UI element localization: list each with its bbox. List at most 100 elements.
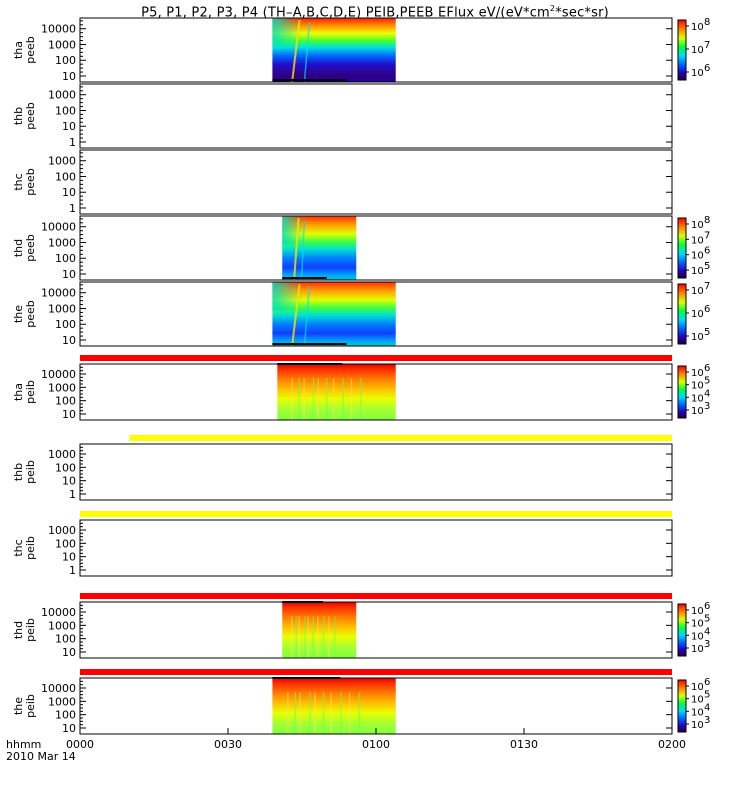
colorbar-label: 10 — [691, 720, 704, 731]
chart-title: P5, P1, P2, P3, P4 (TH–A,B,C,D,E) PEIB,P… — [0, 0, 750, 22]
colorbar-exponent: 6 — [704, 246, 710, 257]
panel-frame — [79, 519, 673, 577]
spectrogram — [272, 282, 396, 347]
spectrogram-bottom-edge — [272, 343, 347, 345]
colorbar-label: 10 — [691, 393, 704, 404]
spectrogram — [282, 216, 357, 281]
spectrogram — [272, 18, 396, 83]
colorbar-label: 10 — [691, 695, 704, 706]
spectrogram-fill — [272, 678, 396, 734]
streak — [312, 616, 315, 658]
streak — [291, 283, 301, 347]
ytick-label: 100 — [55, 252, 76, 265]
flag-bar — [80, 511, 672, 517]
colorbar-exponent: 7 — [704, 230, 710, 241]
ylabel-probe: the — [12, 697, 25, 715]
streak — [317, 616, 319, 658]
ytick-label: 1000 — [48, 236, 76, 249]
ytick-label: 10 — [62, 646, 76, 659]
ytick-label: 100 — [55, 318, 76, 331]
streak — [342, 378, 344, 420]
colorbar-label: 10 — [691, 220, 704, 231]
flag-bar — [80, 355, 672, 361]
streak — [303, 21, 311, 83]
ytick-label: 1 — [69, 488, 76, 501]
streak — [314, 692, 316, 734]
colorbar-label: 10 — [691, 266, 704, 277]
colorbar-exponent: 6 — [704, 677, 710, 688]
ytick-label: 10 — [62, 334, 76, 347]
ylabel-probe: tha — [12, 41, 25, 59]
streak — [340, 692, 342, 734]
ytick-label: 10 — [62, 475, 76, 488]
colorbar-exponent: 5 — [704, 614, 710, 625]
streak — [291, 616, 293, 658]
colorbar — [677, 365, 687, 419]
colorbar-exponent: 6 — [704, 304, 710, 315]
ylabel-instrument: peib — [24, 460, 37, 484]
ytick-label: 100 — [55, 633, 76, 646]
spectrogram — [272, 677, 396, 734]
xtick-label: 0130 — [510, 738, 538, 751]
streak — [312, 378, 315, 420]
panel-frame — [79, 601, 673, 659]
ytick-label: 100 — [55, 104, 76, 117]
ylabel-probe: thb — [12, 463, 25, 481]
ytick-label: 1000 — [48, 89, 76, 102]
ytick-label: 10000 — [41, 368, 76, 381]
streak — [322, 692, 325, 734]
ytick-label: 1000 — [48, 695, 76, 708]
streak — [304, 616, 306, 658]
ylabel-instrument: peib — [24, 694, 37, 718]
ytick-label: 1000 — [48, 448, 76, 461]
streak — [360, 378, 362, 420]
colorbar-label: 10 — [691, 606, 704, 617]
ytick-label: 1000 — [48, 302, 76, 315]
spectrogram-bottom-edge — [282, 277, 327, 279]
streak — [309, 692, 311, 734]
spectrogram — [282, 601, 357, 658]
colorbar-label: 10 — [691, 381, 704, 392]
ytick-label: 10 — [62, 186, 76, 199]
colorbar-exponent: 5 — [704, 261, 710, 272]
ytick-label: 1000 — [48, 381, 76, 394]
ylabel-probe: tha — [12, 383, 25, 401]
ytick-label: 1000 — [48, 524, 76, 537]
ytick-label: 10000 — [41, 23, 76, 36]
colorbar-label: 10 — [691, 631, 704, 642]
spectrogram-bottom-edge — [272, 79, 347, 81]
colorbar-exponent: 5 — [704, 327, 710, 338]
ylabel-probe: thb — [12, 107, 25, 125]
ytick-label: 1 — [69, 564, 76, 577]
colorbar-label: 10 — [691, 309, 704, 320]
ylabel-instrument: peeb — [24, 300, 37, 328]
ylabel-instrument: peeb — [24, 234, 37, 262]
streak — [332, 378, 335, 420]
ylabel-instrument: peeb — [24, 102, 37, 130]
ytick-label: 1 — [69, 136, 76, 149]
colorbar-label: 10 — [691, 332, 704, 343]
streak — [307, 616, 309, 658]
spectrogram-left-edge — [282, 216, 305, 245]
streak — [293, 217, 300, 281]
colorbar-label: 10 — [691, 22, 704, 33]
streak — [358, 692, 361, 734]
xtick-label: 0030 — [214, 738, 242, 751]
ytick-label: 10 — [62, 268, 76, 281]
ytick-label: 100 — [55, 170, 76, 183]
ytick-label: 100 — [55, 395, 76, 408]
streak — [334, 616, 336, 658]
streak — [325, 378, 328, 420]
panel-frame — [79, 17, 673, 83]
ylabel-probe: the — [12, 305, 25, 323]
ytick-label: 10000 — [41, 221, 76, 234]
streak — [294, 692, 296, 734]
ytick-label: 10000 — [41, 682, 76, 695]
ytick-label: 100 — [55, 537, 76, 550]
colorbar-exponent: 5 — [704, 376, 710, 387]
